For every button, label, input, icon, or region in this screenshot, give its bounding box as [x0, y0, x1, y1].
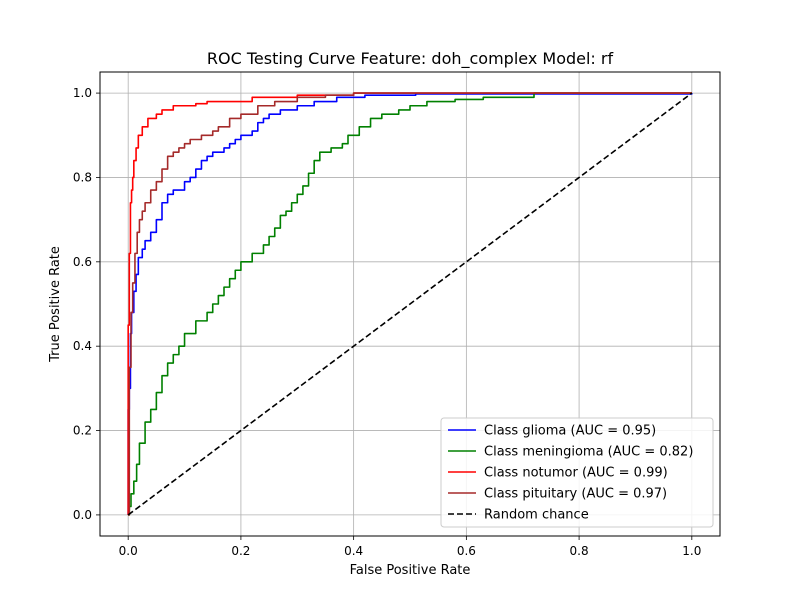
x-tick-label: 0.4 — [344, 544, 363, 558]
y-axis-label: True Positive Rate — [48, 246, 63, 363]
legend-label-2: Class notumor (AUC = 0.99) — [484, 466, 668, 481]
series-line-2 — [127, 92, 692, 515]
x-axis-label: False Positive Rate — [350, 563, 471, 578]
y-tick-label: 0.8 — [73, 170, 92, 184]
series-line-4 — [127, 92, 693, 516]
plot-frame — [99, 71, 721, 537]
legend: Class glioma (AUC = 0.95) Class meningiom… — [440, 417, 714, 528]
legend-label-4: Random chance — [484, 508, 589, 523]
x-tick-label: 0.6 — [457, 544, 476, 558]
y-axis-ticks: 0.0 0.2 0.4 0.6 0.8 1.0 — [73, 86, 100, 522]
grid — [100, 72, 720, 536]
x-tick-label: 0.8 — [570, 544, 589, 558]
y-tick-label: 1.0 — [73, 86, 92, 100]
chart-title: ROC Testing Curve Feature: doh_complex M… — [207, 49, 614, 69]
series-line-3 — [128, 92, 692, 516]
series-lines — [127, 92, 693, 516]
series-line-1 — [128, 92, 692, 516]
y-tick-label: 0.6 — [73, 255, 92, 269]
legend-label-0: Class glioma (AUC = 0.95) — [484, 424, 656, 439]
legend-label-3: Class pituitary (AUC = 0.97) — [484, 487, 667, 502]
legend-label-1: Class meningioma (AUC = 0.82) — [484, 445, 693, 460]
series-line-0 — [127, 93, 693, 515]
x-tick-label: 0.0 — [119, 544, 138, 558]
y-tick-label: 0.4 — [73, 339, 92, 353]
x-tick-label: 1.0 — [682, 544, 701, 558]
y-tick-label: 0.2 — [73, 424, 92, 438]
y-tick-label: 0.0 — [73, 508, 92, 522]
x-tick-label: 0.2 — [231, 544, 250, 558]
legend-frame — [440, 417, 714, 528]
x-axis-ticks: 0.0 0.2 0.4 0.6 0.8 1.0 — [119, 536, 701, 558]
